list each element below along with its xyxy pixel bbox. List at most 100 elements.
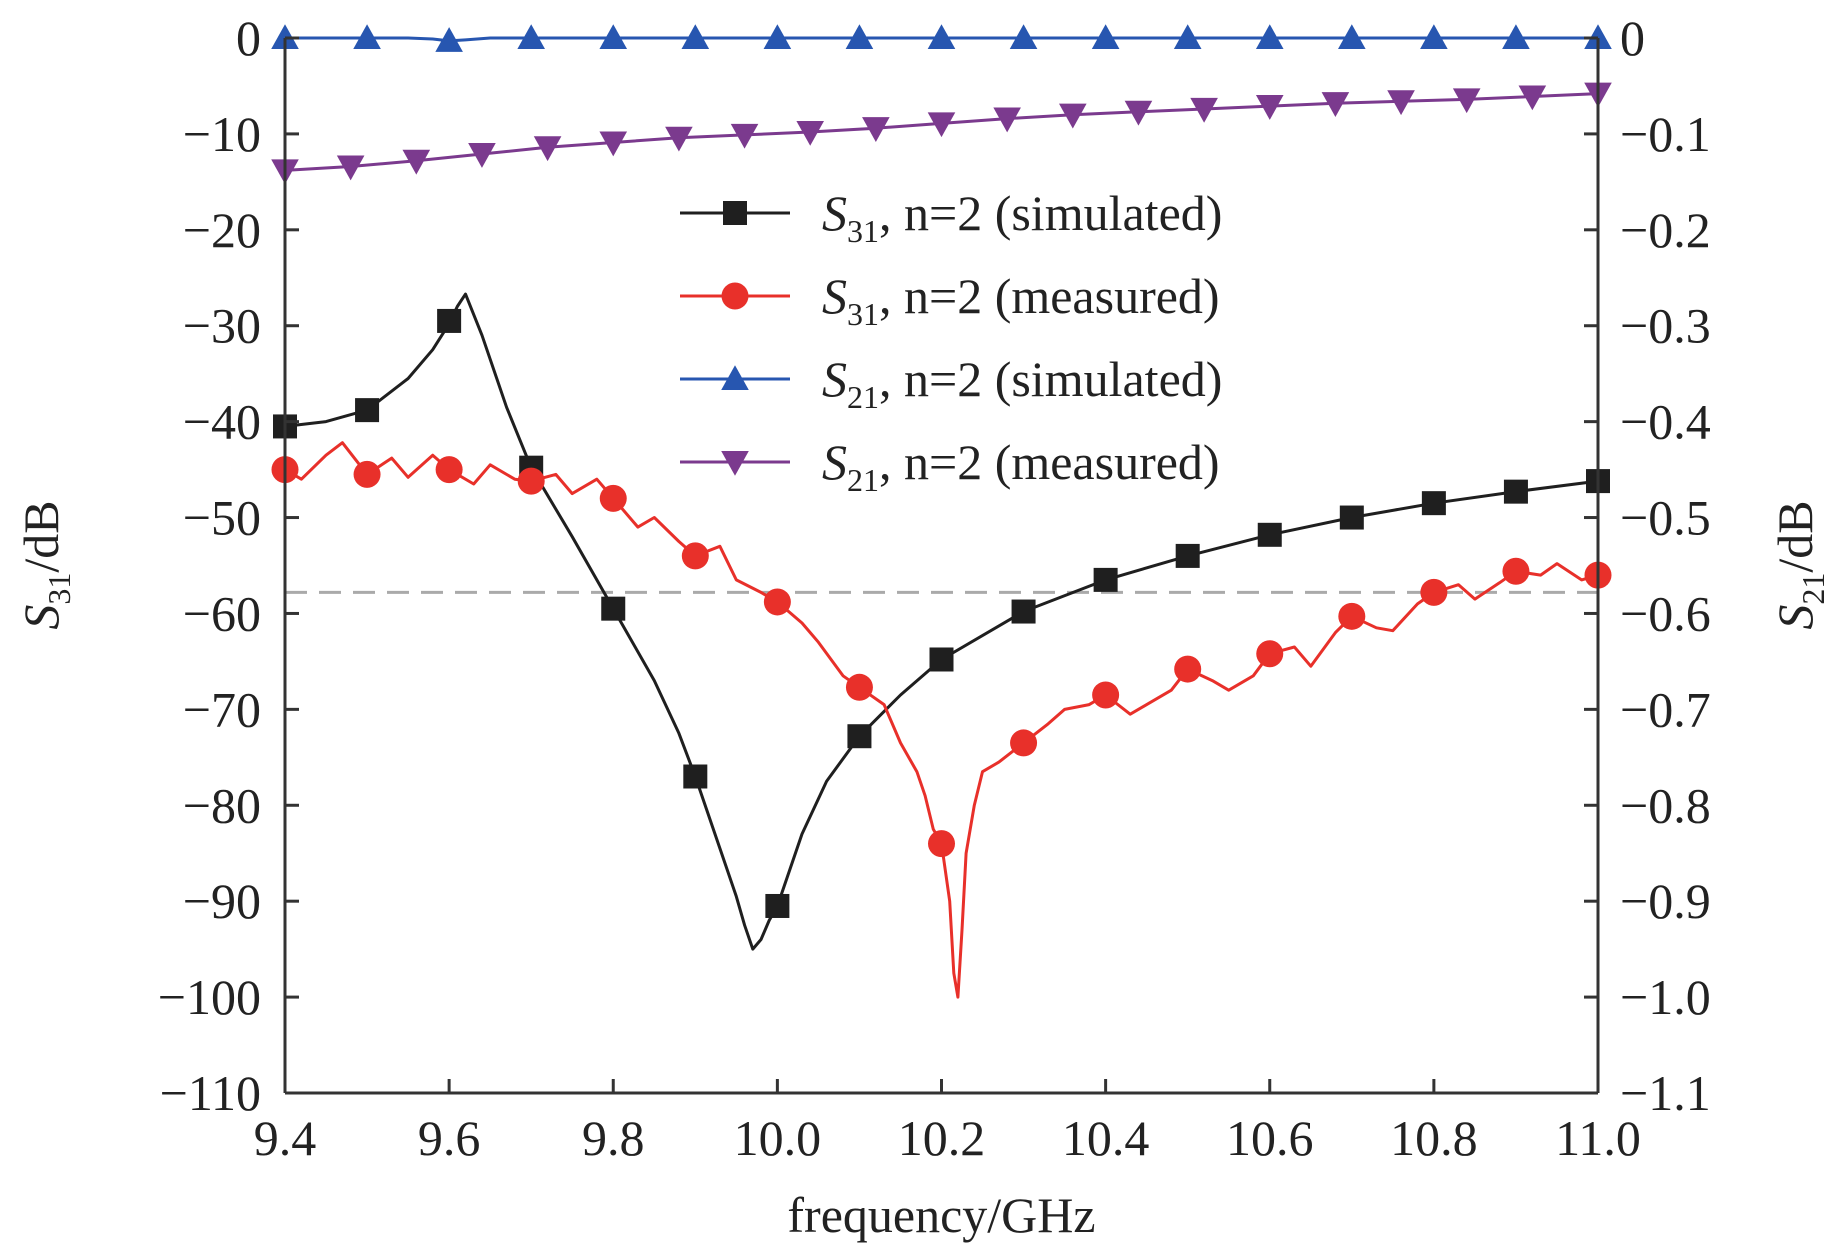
data-point-triangle-down <box>1124 100 1153 126</box>
data-point-triangle-up <box>1091 24 1120 50</box>
data-point-circle <box>845 673 873 701</box>
y-left-tick-label: −40 <box>183 394 261 450</box>
data-point-triangle-up <box>1502 24 1530 50</box>
data-point-square <box>437 308 462 333</box>
data-point-square <box>765 893 790 918</box>
data-point-triangle-down <box>402 149 431 175</box>
data-point-triangle-down <box>468 143 496 168</box>
legend-label: S31, n=2 (simulated) <box>822 185 1222 249</box>
legend-label-rest: , n=2 (measured) <box>879 434 1220 490</box>
y-right-tick-label: 0 <box>1620 10 1645 66</box>
data-point-triangle-down <box>1387 90 1415 116</box>
data-point-circle <box>681 542 709 570</box>
data-point-triangle-down <box>1452 88 1481 114</box>
data-point-triangle-up <box>721 365 749 391</box>
data-point-triangle-down <box>796 120 824 146</box>
data-point-circle <box>1420 578 1448 606</box>
data-point-square <box>1257 522 1282 547</box>
data-point-triangle-down <box>993 107 1021 133</box>
y-left-tick-label: −80 <box>183 777 261 833</box>
data-point-triangle-down <box>533 136 562 162</box>
data-point-square <box>355 398 380 423</box>
x-tick-label: 10.8 <box>1390 1110 1478 1166</box>
y-right-axis-title: S21/dB <box>1767 500 1831 629</box>
y-left-tick-label: −70 <box>183 681 261 737</box>
data-point-circle <box>353 460 381 488</box>
data-point-triangle-down <box>1518 85 1547 111</box>
data-point-circle <box>1338 602 1366 630</box>
series-4 <box>271 82 1612 185</box>
data-point-square <box>1093 567 1118 592</box>
x-tick-label: 10.6 <box>1226 1110 1314 1166</box>
data-point-circle <box>517 467 545 495</box>
y-left-tick-label: −50 <box>183 490 261 546</box>
data-point-square <box>723 201 747 225</box>
data-point-triangle-down <box>1190 97 1218 123</box>
data-point-triangle-up <box>763 24 792 50</box>
data-point-circle <box>1502 557 1530 585</box>
data-point-circle <box>928 830 955 858</box>
legend-label-rest: , n=2 (simulated) <box>879 185 1222 241</box>
y-right-tick-label: −1.0 <box>1620 969 1711 1025</box>
data-point-triangle-up <box>517 24 545 50</box>
y-right-tick-label: −0.9 <box>1620 873 1711 929</box>
data-point-square <box>1421 491 1446 516</box>
data-point-square <box>1503 479 1528 504</box>
data-point-triangle-up <box>927 24 956 50</box>
legend-label-main: S <box>822 351 847 407</box>
data-point-triangle-down <box>336 155 365 181</box>
data-point-triangle-down <box>1321 92 1350 118</box>
y-left-tick-label: −90 <box>183 873 261 929</box>
data-point-triangle-down <box>862 117 890 142</box>
y-left-axis-title-main: S <box>13 605 69 630</box>
data-point-square <box>929 647 954 672</box>
data-point-circle <box>763 588 791 616</box>
x-tick-label: 9.4 <box>254 1110 317 1166</box>
legend: S31, n=2 (simulated)S31, n=2 (measured)S… <box>680 185 1222 498</box>
y-right-tick-label: −0.8 <box>1620 777 1711 833</box>
y-left-tick-label: −20 <box>183 202 261 258</box>
y-left-axis-title-sub: 31 <box>41 573 77 605</box>
x-tick-label: 10.4 <box>1062 1110 1150 1166</box>
x-axis-title: frequency/GHz <box>787 1187 1095 1243</box>
y-right-tick-label: −0.5 <box>1620 490 1711 546</box>
data-point-square <box>1339 505 1364 530</box>
y-right-tick-label: −0.1 <box>1620 106 1711 162</box>
data-point-triangle-up <box>599 24 628 50</box>
data-point-triangle-up <box>1420 24 1448 50</box>
data-point-triangle-down <box>730 123 759 149</box>
data-point-circle <box>721 282 749 310</box>
y-left-tick-label: −30 <box>183 298 261 354</box>
y-right-tick-label: −0.7 <box>1620 681 1711 737</box>
data-point-triangle-down <box>927 112 956 138</box>
y-right-tick-label: −0.2 <box>1620 202 1711 258</box>
series-3 <box>271 24 1612 52</box>
legend-label-sub: 21 <box>847 462 879 498</box>
data-point-square <box>1011 599 1036 624</box>
data-point-circle <box>1174 655 1202 683</box>
data-point-circle <box>599 484 627 512</box>
y-right-tick-label: −0.3 <box>1620 298 1711 354</box>
data-point-triangle-up <box>1173 24 1202 50</box>
data-point-circle <box>435 456 463 484</box>
y-left-axis-title: S31/dB <box>13 500 77 629</box>
data-point-triangle-up <box>1009 24 1038 50</box>
legend-label-main: S <box>822 185 847 241</box>
data-point-circle <box>1256 640 1284 668</box>
y-left-tick-label: 0 <box>236 10 261 66</box>
legend-label: S31, n=2 (measured) <box>822 268 1220 332</box>
data-point-square <box>847 724 872 749</box>
data-point-triangle-up <box>681 24 710 50</box>
series-line <box>284 441 1599 999</box>
y-right-axis-title-unit: /dB <box>1767 500 1823 572</box>
y-right-tick-label: −0.6 <box>1620 585 1711 641</box>
data-point-square <box>683 764 708 789</box>
data-point-triangle-down <box>665 126 693 152</box>
legend-label-main: S <box>822 268 847 324</box>
y-left-tick-label: −100 <box>158 969 261 1025</box>
data-point-square <box>1175 543 1200 568</box>
y-left-tick-label: −60 <box>183 585 261 641</box>
x-tick-label: 10.0 <box>734 1110 822 1166</box>
data-point-circle <box>1010 729 1038 757</box>
